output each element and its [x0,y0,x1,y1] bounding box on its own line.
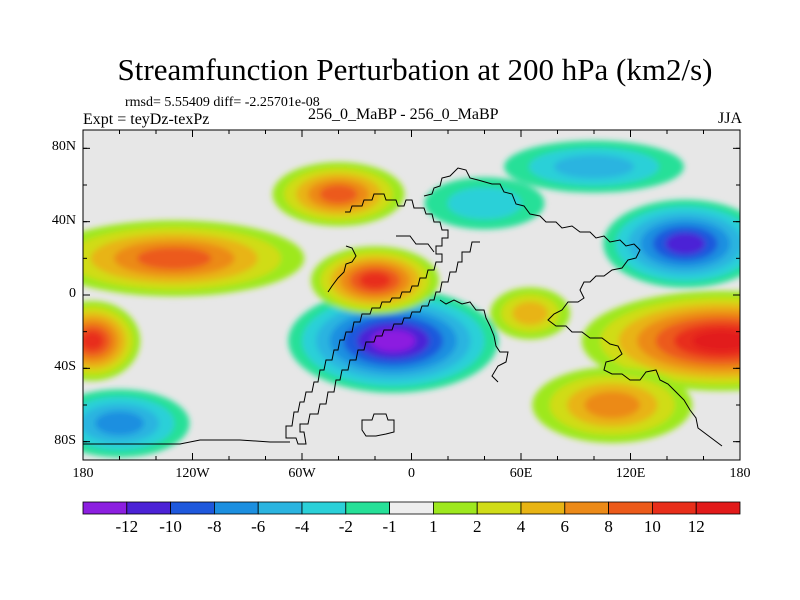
colorbar-label: -8 [207,517,222,536]
colorbar-label: 6 [560,517,570,536]
colorbar-label: 4 [516,517,526,536]
contour-band [319,185,358,204]
colorbar-swatch [301,501,347,515]
x-tick-label: 120E [615,466,646,481]
y-tick-label: 40S [54,359,76,375]
colorbar-label: -12 [115,517,139,536]
colorbar-swatch [432,501,478,515]
colorbar-swatch [389,501,434,515]
contour-band [447,187,522,220]
colorbar-label: 10 [643,517,661,536]
contour-band [371,329,416,352]
y-tick-label: 0 [69,286,76,301]
colorbar-swatch [476,501,522,515]
axis-ticks [82,130,741,460]
x-tick-label: 180 [729,466,751,481]
colorbar-swatch [608,501,653,515]
contour-band [359,272,391,289]
shaded-contours [83,140,740,458]
colorbar-swatch [564,501,609,515]
chart-title: Streamfunction Perturbation at 200 hPa (… [117,52,713,87]
island-outline [361,413,395,437]
contour-band [95,411,144,436]
season-label: JJA [717,110,742,127]
continent-outline-west [285,193,480,445]
colorbar-swatch [520,501,566,515]
y-tick-label: 80N [51,139,76,155]
colorbar-swatch [126,501,172,515]
y-tick-label: 40N [51,212,76,228]
colorbar-swatch [345,501,390,515]
continent-outline-east [423,167,723,447]
x-tick-label: 60W [288,466,316,481]
colorbar-label: 2 [472,517,482,536]
colorbar [82,501,741,515]
colorbar-label: -4 [294,517,310,536]
x-tick-label: 0 [408,466,415,481]
colorbar-swatch [82,501,128,515]
contour-band [512,301,548,325]
colorbar-label: 12 [687,517,705,536]
contour-band [665,233,706,255]
run-comparison-label: 256_0_MaBP - 256_0_MaBP [308,106,499,123]
contour-band [554,155,634,179]
colorbar-swatch [213,501,259,515]
peninsula-outline [439,299,509,383]
colorbar-swatch [257,501,303,515]
x-tick-label: 120W [175,466,210,481]
colorbar-swatch [695,501,741,515]
x-tick-label: 60E [509,466,533,481]
colorbar-label: -1 [382,517,397,536]
continent-outline-extra [327,235,435,293]
contour-field [83,130,740,460]
colorbar-label: -2 [338,517,353,536]
colorbar-label: -6 [251,517,266,536]
experiment-label: Expt = teyDz-texPz [83,111,210,128]
colorbar-label: -10 [159,517,182,536]
continent-outline-south [83,439,290,445]
x-tick-label: 180 [72,466,94,481]
stats-label: rmsd= 5.55409 diff= -2.25701e-08 [125,95,320,110]
colorbar-label: 8 [604,517,613,536]
colorbar-swatch [652,501,697,515]
colorbar-label: 1 [429,517,438,536]
continent-outlines [83,167,723,447]
y-tick-label: 80S [54,432,76,448]
colorbar-swatch [170,501,215,515]
contour-band [692,330,740,352]
contour-band [83,331,104,351]
contour-band [137,247,212,270]
contour-band [584,391,641,419]
